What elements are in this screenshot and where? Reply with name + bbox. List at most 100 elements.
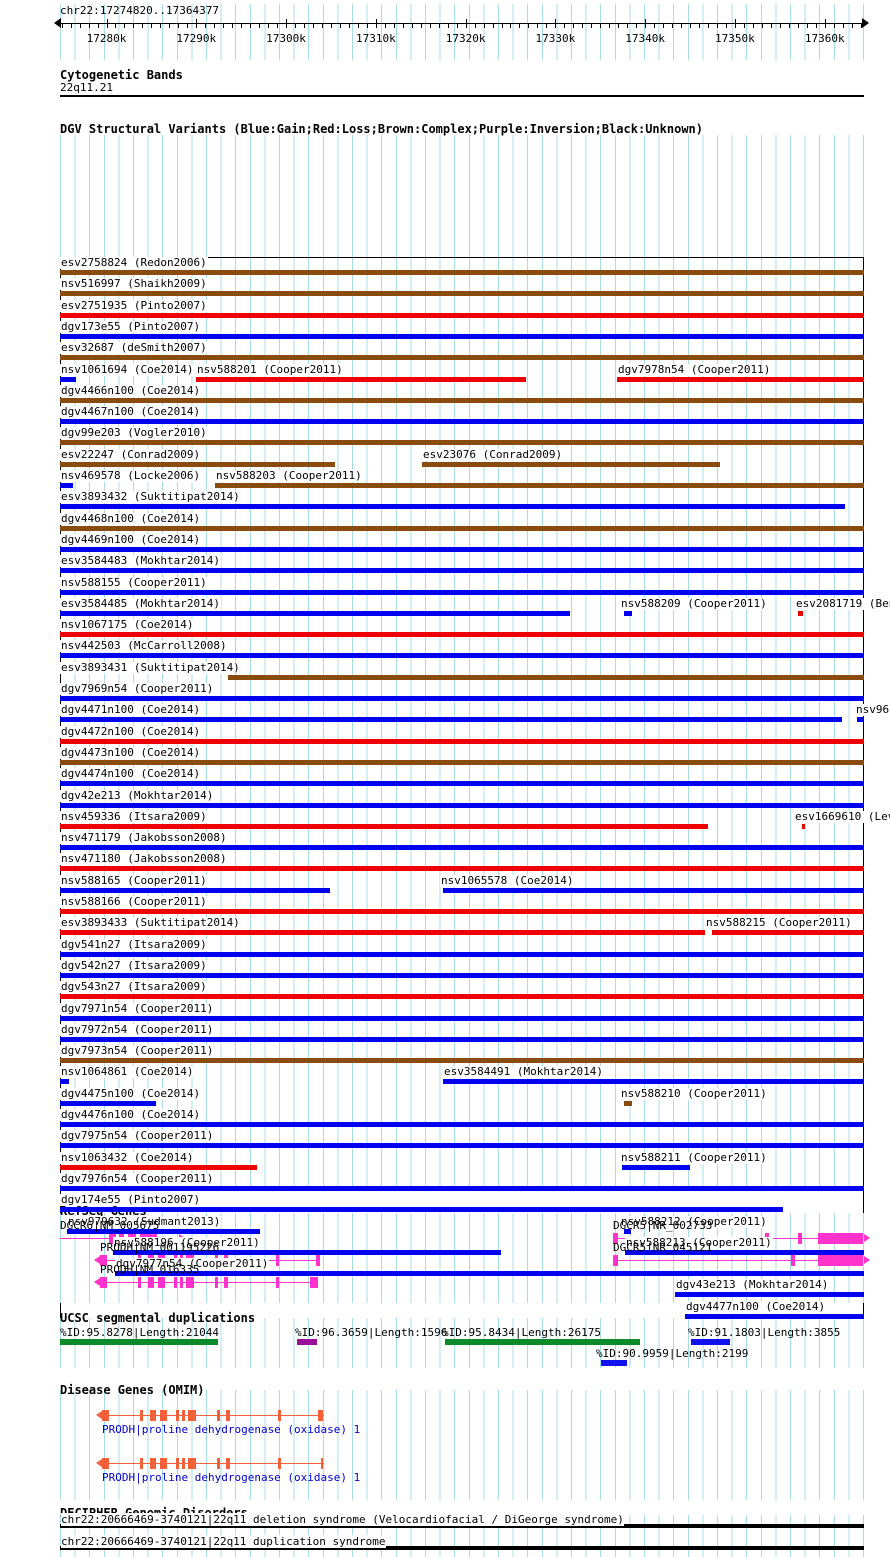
- dgv-feature-bar[interactable]: [60, 568, 864, 574]
- dgv-feature-label[interactable]: dgv4476n100 (Coe2014): [60, 1108, 202, 1121]
- dgv-feature-bar[interactable]: [60, 483, 73, 488]
- dgv-feature-label[interactable]: dgv7975n54 (Cooper2011): [60, 1129, 215, 1143]
- gene-label[interactable]: DGCR5|NR_045121: [613, 1241, 713, 1254]
- dgv-feature-label[interactable]: esv3893431 (Suktitipat2014): [60, 660, 241, 674]
- dgv-feature-bar[interactable]: [60, 312, 864, 318]
- dgv-feature-label[interactable]: dgv4472n100 (Coe2014): [60, 724, 202, 738]
- dgv-feature-bar[interactable]: [617, 376, 864, 382]
- gene-label[interactable]: PRODH|NM_001195226: [100, 1241, 220, 1254]
- dgv-feature-label[interactable]: nsv588201 (Cooper2011): [196, 362, 344, 376]
- segdup-label[interactable]: %ID:95.8434|Length:26175: [442, 1326, 601, 1339]
- dgv-feature-bar[interactable]: [60, 717, 842, 723]
- dgv-feature-label[interactable]: nsv588155 (Cooper2011): [60, 575, 208, 589]
- dgv-feature-label[interactable]: nsv588209 (Cooper2011): [620, 596, 768, 610]
- dgv-feature-label[interactable]: nsv516997 (Shaikh2009): [60, 277, 208, 291]
- dgv-feature-bar[interactable]: [712, 930, 864, 936]
- dgv-feature-label[interactable]: esv23076 (Conrad2009): [422, 447, 564, 461]
- dgv-feature-bar[interactable]: [60, 291, 864, 297]
- dgv-feature-label[interactable]: esv3584491 (Mokhtar2014): [443, 1065, 604, 1079]
- dgv-feature-bar[interactable]: [60, 930, 705, 936]
- dgv-feature-bar[interactable]: [60, 397, 864, 403]
- dgv-feature-bar[interactable]: [60, 866, 864, 872]
- dgv-feature-label[interactable]: nsv471180 (Jakobsson2008): [60, 852, 228, 866]
- segdup-bar[interactable]: [60, 1339, 218, 1345]
- dgv-feature-bar[interactable]: [60, 696, 864, 701]
- dgv-feature-bar[interactable]: [115, 1271, 864, 1277]
- dgv-feature-label[interactable]: esv32687 (deSmith2007): [60, 341, 208, 355]
- segdup-bar[interactable]: [445, 1339, 640, 1345]
- segdup-bar[interactable]: [297, 1339, 317, 1345]
- dgv-feature-label[interactable]: dgv174e55 (Pinto2007): [60, 1193, 202, 1207]
- dgv-feature-bar[interactable]: [60, 333, 864, 339]
- dgv-feature-bar[interactable]: [60, 461, 335, 467]
- dgv-feature-bar[interactable]: [443, 887, 864, 893]
- dgv-feature-label[interactable]: nsv1061694 (Coe2014): [60, 362, 195, 376]
- segdup-label[interactable]: %ID:90.9959|Length:2199: [596, 1347, 749, 1360]
- dgv-feature-label[interactable]: nsv469578 (Locke2006): [60, 469, 202, 482]
- dgv-feature-label[interactable]: esv3584483 (Mokhtar2014): [60, 554, 221, 568]
- dgv-feature-bar[interactable]: [675, 1292, 864, 1298]
- dgv-feature-label[interactable]: dgv7969n54 (Cooper2011): [60, 682, 215, 695]
- dgv-feature-bar[interactable]: [60, 355, 864, 361]
- dgv-feature-bar[interactable]: [60, 653, 864, 659]
- gene-label[interactable]: PRODH|proline dehydrogenase (oxidase) 1: [102, 1471, 361, 1484]
- dgv-feature-label[interactable]: dgv542n27 (Itsara2009): [60, 958, 208, 972]
- dgv-feature-bar[interactable]: [60, 1079, 69, 1085]
- dgv-feature-bar[interactable]: [624, 610, 632, 616]
- dgv-feature-label[interactable]: esv3893433 (Suktitipat2014): [60, 916, 241, 930]
- dgv-feature-bar[interactable]: [60, 504, 845, 510]
- dgv-feature-bar[interactable]: [60, 1185, 864, 1191]
- dgv-feature-label[interactable]: nsv588165 (Cooper2011): [60, 873, 208, 887]
- decipher-bar[interactable]: [60, 1546, 864, 1550]
- dgv-feature-bar[interactable]: [60, 546, 864, 552]
- gene-label[interactable]: PRODH|proline dehydrogenase (oxidase) 1: [102, 1423, 361, 1436]
- dgv-feature-bar[interactable]: [60, 802, 864, 808]
- dgv-feature-label[interactable]: esv3893432 (Suktitipat2014): [60, 490, 241, 504]
- dgv-feature-bar[interactable]: [196, 376, 526, 382]
- dgv-feature-label[interactable]: nsv588166 (Cooper2011): [60, 895, 208, 908]
- dgv-feature-label[interactable]: nsv588203 (Cooper2011): [215, 469, 363, 482]
- dgv-feature-label[interactable]: dgv42e213 (Mokhtar2014): [60, 788, 215, 802]
- dgv-feature-bar[interactable]: [60, 887, 330, 893]
- dgv-feature-label[interactable]: dgv173e55 (Pinto2007): [60, 319, 202, 333]
- dgv-feature-label[interactable]: dgv4477n100 (Coe2014): [685, 1299, 827, 1313]
- dgv-feature-label[interactable]: dgv7973n54 (Cooper2011): [60, 1044, 215, 1058]
- dgv-feature-label[interactable]: dgv99e203 (Vogler2010): [60, 426, 208, 440]
- gene-label[interactable]: DGCR6|NM_005675: [60, 1219, 160, 1232]
- dgv-feature-bar[interactable]: [60, 589, 864, 595]
- segdup-bar[interactable]: [601, 1360, 627, 1366]
- dgv-feature-bar[interactable]: [857, 717, 863, 723]
- dgv-feature-bar[interactable]: [228, 674, 864, 680]
- dgv-feature-label[interactable]: nsv459336 (Itsara2009): [60, 809, 208, 823]
- dgv-feature-bar[interactable]: [802, 823, 805, 829]
- gene-model[interactable]: [96, 1409, 324, 1422]
- gene-model[interactable]: [96, 1457, 324, 1470]
- dgv-feature-bar[interactable]: [60, 1058, 864, 1064]
- segdup-label[interactable]: %ID:95.8278|Length:21044: [60, 1326, 219, 1339]
- dgv-feature-label[interactable]: dgv7972n54 (Cooper2011): [60, 1022, 215, 1036]
- dgv-feature-bar[interactable]: [60, 270, 864, 275]
- dgv-feature-bar[interactable]: [60, 781, 864, 787]
- dgv-feature-bar[interactable]: [60, 1207, 783, 1213]
- dgv-feature-label[interactable]: nsv588215 (Cooper2011): [705, 916, 853, 930]
- segdup-label[interactable]: %ID:96.3659|Length:1596: [295, 1326, 448, 1339]
- dgv-feature-bar[interactable]: [60, 823, 708, 829]
- dgv-feature-label[interactable]: nsv471179 (Jakobsson2008): [60, 831, 228, 845]
- dgv-feature-bar[interactable]: [60, 1015, 864, 1021]
- dgv-feature-bar[interactable]: [60, 1036, 864, 1042]
- dgv-feature-bar[interactable]: [60, 376, 76, 382]
- dgv-feature-bar[interactable]: [60, 909, 864, 914]
- dgv-feature-bar[interactable]: [60, 1122, 864, 1127]
- dgv-feature-label[interactable]: dgv43e213 (Mokhtar2014): [675, 1278, 830, 1292]
- dgv-feature-label[interactable]: nsv1067175 (Coe2014): [60, 618, 195, 632]
- dgv-feature-bar[interactable]: [624, 1100, 632, 1106]
- segdup-label[interactable]: %ID:91.1803|Length:3855: [688, 1326, 841, 1339]
- dgv-feature-label[interactable]: nsv96: [855, 703, 890, 717]
- dgv-feature-label[interactable]: dgv4474n100 (Coe2014): [60, 767, 202, 781]
- dgv-feature-label[interactable]: esv3584485 (Mokhtar2014): [60, 596, 221, 610]
- dgv-feature-label[interactable]: nsv588211 (Cooper2011): [620, 1150, 768, 1164]
- dgv-feature-bar[interactable]: [422, 461, 720, 467]
- dgv-feature-label[interactable]: dgv7978n54 (Cooper2011): [617, 362, 772, 376]
- dgv-feature-bar[interactable]: [60, 972, 864, 978]
- dgv-feature-bar[interactable]: [60, 440, 864, 446]
